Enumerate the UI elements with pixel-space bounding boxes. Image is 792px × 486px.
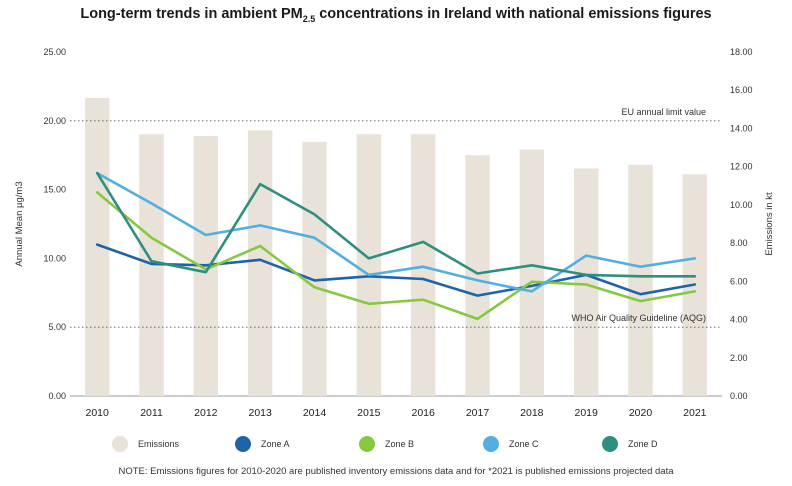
x-tick-label: 2011 <box>140 407 163 419</box>
chart-title: Long-term trends in ambient PM2.5 concen… <box>80 6 712 24</box>
y2-tick-label: 8.00 <box>730 238 748 248</box>
emissions-bar <box>519 149 545 396</box>
y-axis-label: Annual Mean µg/m3 <box>14 181 25 266</box>
x-tick-label: 2015 <box>357 407 381 419</box>
y-tick-label: 20.00 <box>43 116 66 126</box>
y2-tick-label: 12.00 <box>730 162 753 172</box>
legend-swatch <box>483 436 499 452</box>
emissions-bar <box>302 141 327 396</box>
emissions-bar <box>465 155 490 396</box>
x-tick-label: 2018 <box>520 407 544 419</box>
emissions-bar <box>573 168 599 396</box>
y2-tick-label: 14.00 <box>730 123 753 133</box>
y-tick-label: 5.00 <box>48 322 66 332</box>
legend-swatch <box>112 436 128 452</box>
legend-swatch <box>602 436 618 452</box>
emissions-bar <box>356 134 382 396</box>
y2-axis-label: Emissions in kt <box>764 192 775 256</box>
legend-label: Emissions <box>138 439 180 449</box>
y2-tick-label: 16.00 <box>730 85 753 95</box>
x-tick-label: 2014 <box>303 407 327 419</box>
y2-tick-label: 2.00 <box>730 353 748 363</box>
legend-label: Zone B <box>385 439 414 449</box>
emissions-bar <box>628 164 653 396</box>
y-tick-label: 25.00 <box>43 47 66 57</box>
legend-label: Zone D <box>628 439 658 449</box>
y-tick-label: 10.00 <box>43 253 66 263</box>
x-tick-label: 2016 <box>411 407 435 419</box>
y-tick-label: 0.00 <box>48 391 66 401</box>
y2-tick-label: 18.00 <box>730 47 753 57</box>
emissions-bar <box>410 134 436 396</box>
x-tick-label: 2013 <box>248 407 272 419</box>
x-tick-label: 2021 <box>683 407 707 419</box>
y2-tick-label: 0.00 <box>730 391 748 401</box>
x-tick-label: 2019 <box>574 407 598 419</box>
y2-tick-label: 6.00 <box>730 276 748 286</box>
series-line-zone-c <box>95 171 697 293</box>
series-line-zone-d <box>95 171 697 278</box>
x-tick-label: 2012 <box>194 407 218 419</box>
reference-label: EU annual limit value <box>621 107 706 117</box>
x-tick-label: 2017 <box>466 407 490 419</box>
legend-label: Zone C <box>509 439 539 449</box>
legend-label: Zone A <box>261 439 290 449</box>
reference-label: WHO Air Quality Guideline (AQG) <box>571 313 706 323</box>
legend-swatch <box>235 436 251 452</box>
x-tick-label: 2020 <box>629 407 653 419</box>
series-line-zone-b <box>95 191 697 321</box>
legend-swatch <box>359 436 375 452</box>
x-tick-label: 2010 <box>85 407 109 419</box>
y2-tick-label: 4.00 <box>730 315 748 325</box>
y-tick-label: 15.00 <box>43 185 66 195</box>
chart-note: NOTE: Emissions figures for 2010-2020 ar… <box>118 466 674 477</box>
y2-tick-label: 10.00 <box>730 200 753 210</box>
